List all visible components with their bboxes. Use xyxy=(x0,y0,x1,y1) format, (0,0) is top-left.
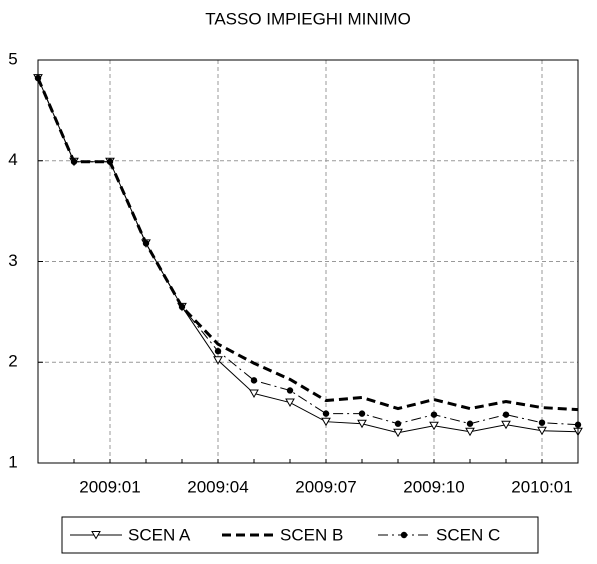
x-tick-label: 2009:07 xyxy=(295,477,356,496)
series-marker xyxy=(285,398,295,408)
x-tick-label: 2009:01 xyxy=(79,477,140,496)
series-marker xyxy=(357,419,367,429)
series-marker xyxy=(466,420,474,427)
series-line xyxy=(37,77,579,426)
series-marker xyxy=(465,427,475,437)
series-marker xyxy=(213,356,223,365)
series-marker xyxy=(358,410,366,417)
series-marker xyxy=(106,158,114,165)
series-marker xyxy=(142,240,150,247)
legend-box xyxy=(61,516,539,554)
series-line xyxy=(36,77,579,412)
legend-label: SCEN A xyxy=(128,525,191,544)
y-tick-label: 2 xyxy=(8,352,17,371)
series-marker xyxy=(393,428,403,438)
series-marker xyxy=(322,410,330,417)
x-tick-label: 2009:04 xyxy=(187,477,248,496)
series-marker xyxy=(249,389,259,398)
series-marker xyxy=(537,426,547,436)
series-line xyxy=(37,77,579,434)
y-tick-label: 5 xyxy=(8,49,17,68)
series-marker xyxy=(250,377,258,384)
series-marker xyxy=(321,417,331,427)
series-marker xyxy=(538,419,546,426)
series-marker xyxy=(502,411,510,418)
grid xyxy=(38,60,578,463)
y-tick-label: 3 xyxy=(8,251,17,270)
plot-area xyxy=(33,74,583,438)
y-tick-label: 4 xyxy=(8,150,17,169)
y-tick-label: 1 xyxy=(8,452,17,471)
series-marker xyxy=(501,420,511,430)
series-marker xyxy=(430,411,438,418)
legend-label: SCEN B xyxy=(280,525,343,544)
x-tick-label: 2010:01 xyxy=(511,477,572,496)
legend: SCEN A SCEN B SCEN C xyxy=(70,525,500,544)
series-marker xyxy=(429,421,439,431)
legend-marker xyxy=(400,531,408,539)
series-marker xyxy=(214,347,222,355)
chart-title: TASSO IMPIEGHI MINIMO xyxy=(205,9,411,28)
series-marker xyxy=(394,420,402,427)
x-tick-label: 2009:10 xyxy=(403,477,464,496)
series-marker xyxy=(70,158,78,165)
legend-label: SCEN C xyxy=(436,525,500,544)
legend-marker xyxy=(91,531,101,540)
series-marker xyxy=(178,303,186,311)
series-marker xyxy=(286,387,294,394)
